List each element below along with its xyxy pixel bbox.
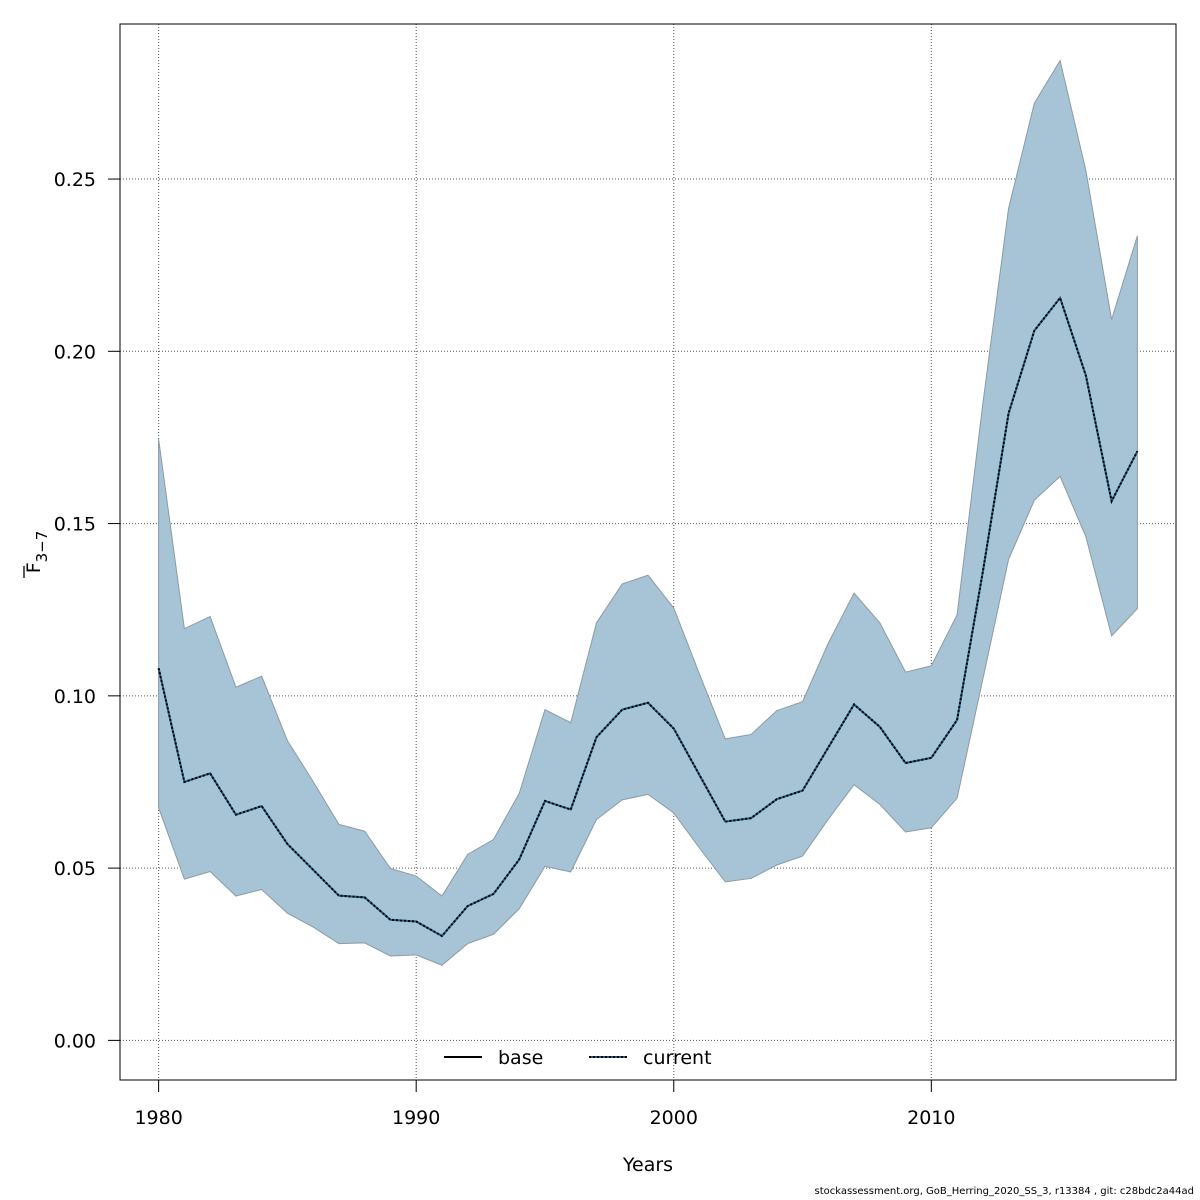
x-tick-label: 1990 [392, 1107, 440, 1129]
y-tick-label: 0.10 [54, 686, 96, 708]
series-lines [157, 295, 1139, 938]
y-axis-title-subscript: 3−7 [33, 531, 51, 563]
y-tick-label: 0.25 [54, 169, 96, 191]
y-tick-label: 0.20 [54, 341, 96, 363]
axes: 1980 1990 2000 2010 0.00 0.05 0.10 0.15 0.20 0.25 [54, 169, 956, 1129]
confidence-band [158, 59, 1138, 966]
y-axis-title-text: F3−7 [23, 531, 51, 574]
series-line-current [157, 295, 1139, 938]
legend-label-current: current [643, 1047, 712, 1069]
y-tick-label: 0.15 [54, 514, 96, 536]
x-tick-label: 2010 [907, 1107, 955, 1129]
legend-label-base: base [498, 1047, 543, 1069]
footer-credit: stockassessment.org, GoB_Herring_2020_SS… [814, 1186, 1194, 1197]
legend: base current [444, 1047, 712, 1069]
x-tick-label: 1980 [134, 1107, 182, 1129]
y-axis-title-main: F [23, 562, 45, 573]
y-axis-title: F3−7 [23, 531, 51, 578]
y-tick-label: 0.00 [54, 1030, 96, 1052]
x-axis-title: Years [622, 1154, 673, 1176]
x-tick-label: 2000 [650, 1107, 698, 1129]
y-tick-label: 0.05 [54, 858, 96, 880]
confidence-band-area [158, 59, 1138, 966]
